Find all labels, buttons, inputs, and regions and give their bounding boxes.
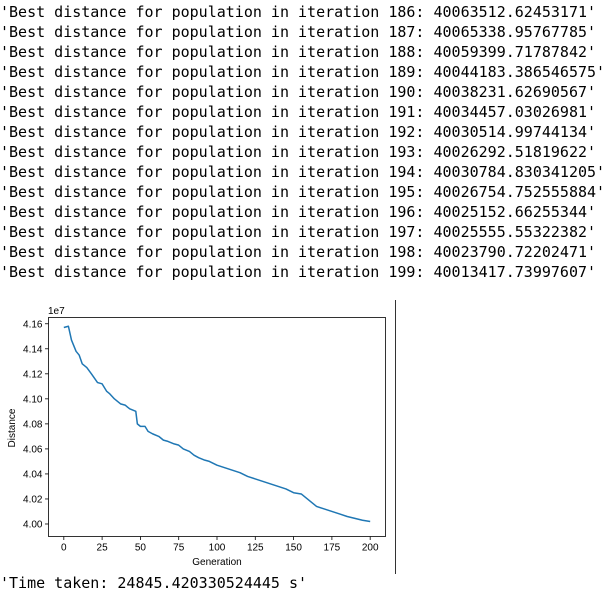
log-line: 'Best distance for population in iterati…: [0, 183, 605, 201]
log-line: 'Best distance for population in iterati…: [0, 43, 597, 61]
x-tick-label: 125: [247, 543, 264, 554]
y-tick-label: 4.16: [23, 319, 43, 330]
x-tick-label: 150: [285, 543, 302, 554]
plot-frame: [48, 317, 386, 537]
log-line: 'Best distance for population in iterati…: [0, 83, 597, 101]
log-line: 'Best distance for population in iterati…: [0, 203, 597, 221]
x-tick-label: 0: [61, 543, 67, 554]
x-axis-label: Generation: [192, 557, 241, 568]
offset-label: 1e7: [48, 306, 65, 317]
y-tick-label: 4.08: [23, 419, 43, 430]
x-tick-label: 50: [135, 543, 147, 554]
log-line: 'Best distance for population in iterati…: [0, 243, 597, 261]
log-line: 'Best distance for population in iterati…: [0, 143, 597, 161]
y-tick-label: 4.02: [23, 494, 43, 505]
x-tick-label: 100: [209, 543, 226, 554]
y-tick-label: 4.14: [23, 344, 43, 355]
log-line: 'Best distance for population in iterati…: [0, 103, 597, 121]
time-taken-output: 'Time taken: 24845.420330524445 s': [0, 574, 308, 592]
y-axis-label: Distance: [7, 408, 18, 447]
log-line: 'Best distance for population in iterati…: [0, 63, 605, 81]
y-tick-label: 4.12: [23, 369, 43, 380]
log-line: 'Best distance for population in iterati…: [0, 163, 605, 181]
series-line-distance: [63, 325, 371, 523]
log-line: 'Best distance for population in iterati…: [0, 263, 597, 281]
log-line: 'Best distance for population in iterati…: [0, 3, 597, 21]
y-tick-label: 4.06: [23, 444, 43, 455]
output-divider: [395, 300, 396, 574]
x-tick-label: 200: [362, 543, 379, 554]
x-tick-label: 75: [173, 543, 185, 554]
distance-chart: 0 25 50 75 100 125 150 175 200 4.00 4.02 4.04 4.06 4.…: [7, 306, 386, 568]
log-line: 'Best distance for population in iterati…: [0, 123, 597, 141]
y-tick-label: 4.10: [23, 394, 43, 405]
y-tick-label: 4.00: [23, 519, 43, 530]
x-tick-label: 25: [97, 543, 109, 554]
y-tick-label: 4.04: [23, 469, 43, 480]
x-tick-label: 175: [324, 543, 341, 554]
chart-ticks: 0 25 50 75 100 125 150 175 200 4.00 4.02 4.04 4.06 4.…: [23, 319, 379, 553]
log-line: 'Best distance for population in iterati…: [0, 223, 597, 241]
log-output: 'Best distance for population in iterati…: [0, 2, 605, 282]
log-line: 'Best distance for population in iterati…: [0, 23, 597, 41]
